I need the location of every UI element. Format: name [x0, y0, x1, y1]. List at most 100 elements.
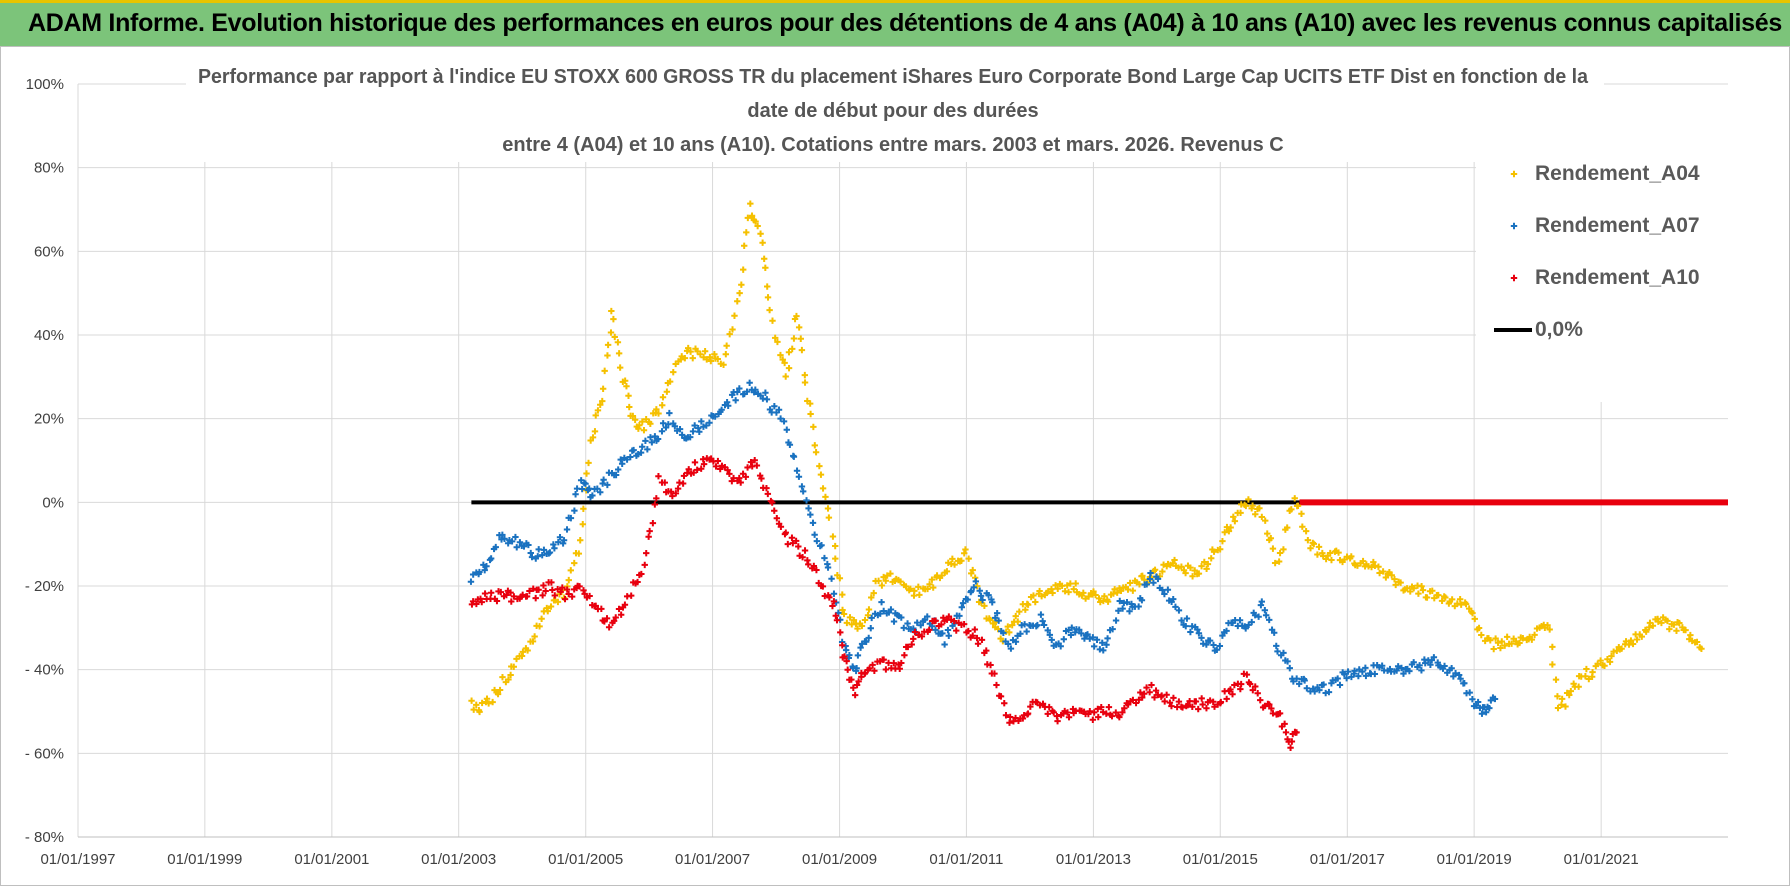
- point-a10: [508, 598, 515, 605]
- point-a07: [771, 402, 778, 410]
- point-a04: [785, 349, 793, 356]
- banner-title: ADAM Informe. Evolution historique des p…: [28, 9, 1782, 37]
- point-a04: [764, 294, 772, 301]
- point-a10: [904, 643, 912, 651]
- point-a07: [1274, 648, 1281, 655]
- point-a10: [510, 593, 518, 600]
- point-a07: [1251, 611, 1259, 619]
- point-a07: [1104, 635, 1111, 642]
- point-a10: [680, 472, 688, 480]
- point-a10: [565, 590, 572, 598]
- point-a04: [1288, 506, 1295, 513]
- point-a04: [1618, 645, 1625, 652]
- point-a07: [1000, 629, 1007, 637]
- point-a04: [1438, 597, 1446, 605]
- point-a10: [1137, 689, 1144, 696]
- point-a07: [1455, 671, 1463, 679]
- y-tick-label: 80%: [34, 160, 64, 177]
- point-a10: [1184, 701, 1192, 709]
- point-a04: [911, 587, 918, 595]
- point-a10: [953, 627, 960, 634]
- point-a04: [621, 377, 629, 384]
- point-a04: [1370, 558, 1377, 566]
- point-a10: [497, 588, 505, 596]
- point-a07: [809, 519, 817, 527]
- point-a04: [589, 434, 597, 441]
- y-tick-label: - 60%: [25, 745, 64, 762]
- point-a04: [790, 335, 798, 342]
- point-a07: [723, 399, 731, 406]
- point-a07: [887, 606, 895, 613]
- point-a10: [1152, 687, 1160, 694]
- point-a04: [483, 695, 491, 702]
- point-a07: [1123, 599, 1131, 606]
- point-a10: [1257, 696, 1264, 704]
- point-a04: [740, 266, 747, 273]
- point-a04: [969, 566, 976, 574]
- point-a07: [481, 566, 488, 574]
- point-a10: [646, 527, 653, 535]
- point-a04: [801, 379, 809, 386]
- point-a07: [979, 596, 986, 604]
- point-a10: [1246, 680, 1254, 688]
- point-a10: [617, 611, 625, 618]
- point-a07: [1491, 695, 1499, 703]
- point-a04: [544, 607, 551, 615]
- point-a10: [801, 547, 809, 554]
- point-a04: [1508, 640, 1515, 647]
- point-a04: [614, 339, 622, 346]
- point-a07: [763, 396, 771, 403]
- point-a07: [563, 526, 571, 533]
- point-a04: [1606, 658, 1614, 666]
- point-a07: [1178, 617, 1185, 624]
- point-a07: [1198, 634, 1205, 642]
- point-a10: [882, 666, 890, 673]
- point-a10: [1098, 703, 1105, 711]
- point-a10: [726, 470, 733, 478]
- point-a04: [666, 378, 674, 385]
- point-a07: [1301, 677, 1308, 684]
- point-a07: [921, 616, 929, 624]
- point-a04: [601, 367, 608, 375]
- point-a10: [603, 615, 611, 622]
- point-a04: [1032, 598, 1039, 606]
- point-a04: [1221, 529, 1228, 536]
- point-a07: [1146, 575, 1154, 583]
- point-a07: [917, 622, 924, 629]
- point-a07: [642, 437, 649, 445]
- point-a04: [723, 342, 730, 349]
- point-a04: [583, 470, 590, 477]
- point-a10: [974, 640, 982, 647]
- point-a04: [793, 312, 800, 320]
- point-a07: [970, 584, 978, 591]
- point-a04: [766, 306, 773, 314]
- point-a07: [793, 467, 801, 474]
- point-a07: [1194, 626, 1201, 633]
- point-a10: [1231, 681, 1238, 689]
- point-a04: [1012, 612, 1019, 620]
- point-a07: [689, 428, 697, 435]
- point-a04: [1304, 536, 1312, 544]
- point-a04: [824, 505, 832, 512]
- point-a04: [1252, 511, 1259, 518]
- point-a04: [611, 333, 618, 341]
- point-a07: [865, 634, 872, 642]
- point-a04: [1124, 586, 1132, 593]
- point-a10: [641, 561, 648, 569]
- point-a07: [644, 446, 651, 453]
- point-a07: [571, 507, 578, 514]
- point-a10: [1139, 694, 1146, 701]
- point-a04: [916, 591, 923, 599]
- point-a07: [1046, 631, 1054, 639]
- point-a04: [782, 373, 789, 380]
- point-a04: [1423, 594, 1431, 601]
- point-a07: [1320, 681, 1327, 688]
- point-a10: [1276, 710, 1284, 717]
- point-a07: [1219, 632, 1226, 639]
- point-a10: [549, 586, 556, 594]
- point-a10: [805, 561, 812, 568]
- point-a07: [795, 473, 803, 480]
- point-a04: [1391, 575, 1398, 583]
- point-a10: [777, 523, 785, 530]
- point-a10: [938, 621, 945, 628]
